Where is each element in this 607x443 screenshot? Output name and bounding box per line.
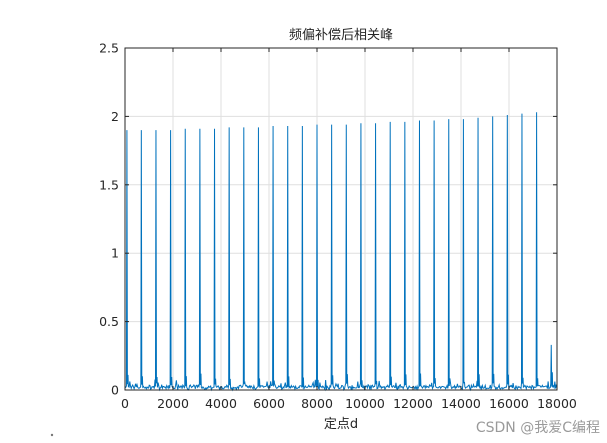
x-tick-label: 10000: [345, 396, 385, 411]
y-axis: 0 0.5 1 1.5 2 2.5: [99, 41, 557, 398]
y-tick-label: 0.5: [99, 314, 119, 329]
axes-background: [125, 48, 557, 390]
series-line: [124, 112, 558, 392]
series-layer: [124, 112, 558, 392]
plot-area: 0 2000 4000 6000 8000 10000 12000 14000 16000 180…: [99, 41, 577, 412]
chart-title: 频偏补偿后相关峰: [289, 28, 393, 43]
x-tick-label: 16000: [489, 396, 529, 411]
axes-box: [124, 47, 558, 391]
x-tick-label: 2000: [157, 396, 189, 411]
x-axis-label: 定点d: [324, 417, 358, 432]
y-tick-label: 2: [111, 109, 119, 124]
x-tick-label: 4000: [205, 396, 237, 411]
x-tick-label: 18000: [537, 396, 577, 411]
watermark: CSDN @我爱C编程: [476, 420, 600, 436]
x-tick-label: 8000: [301, 396, 333, 411]
x-tick-label: 12000: [393, 396, 433, 411]
y-tick-label: 1.5: [99, 177, 119, 192]
x-tick-label: 0: [121, 396, 129, 411]
x-tick-label: 14000: [441, 396, 481, 411]
x-axis: 0 2000 4000 6000 8000 10000 12000 14000 16000 180…: [121, 48, 577, 411]
y-tick-label: 1: [111, 246, 119, 261]
y-tick-label: 2.5: [99, 41, 119, 56]
x-tick-label: 6000: [253, 396, 285, 411]
y-tick-label: 0: [111, 383, 119, 398]
corner-mark: [50, 433, 54, 437]
